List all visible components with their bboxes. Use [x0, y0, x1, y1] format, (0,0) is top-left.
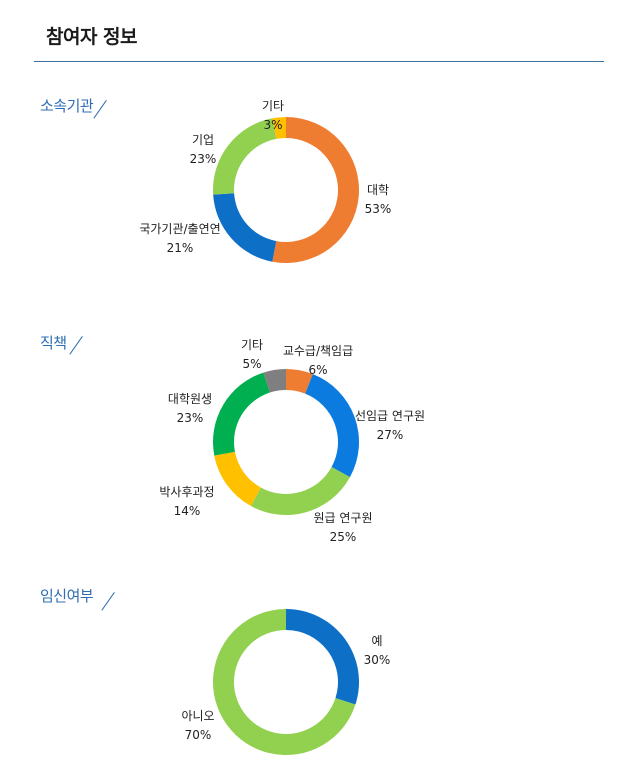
slice-label-2-1: 아니오 [181, 709, 214, 723]
slice-label-1-1: 선임급 연구원 [355, 409, 425, 423]
donut-chart-position: 교수급/책임급 6% 선임급 연구원 27% 원급 연구원 25% 박사후과정 14% 대학원생… [159, 338, 425, 544]
slice-label-0-3: 기타 [262, 99, 284, 113]
donut-slice-2-1 [213, 609, 356, 755]
donut-slice-1-4 [212, 372, 270, 456]
donut-slice-0-1 [213, 193, 277, 262]
donut-slice-2-0 [286, 609, 359, 705]
donut-slice-1-3 [214, 451, 261, 506]
slice-label-0-2: 기업 [192, 133, 214, 147]
donut-chart-pregnancy: 예 30% 아니오 70% [181, 609, 390, 755]
slice-label-1-0: 교수급/책임급 [283, 343, 353, 358]
donut-slice-1-2 [250, 467, 350, 515]
slice-value-2-0: 30% [364, 653, 391, 667]
slice-value-0-1: 21% [167, 241, 194, 255]
donut-slice-0-0 [272, 117, 360, 263]
slice-value-0-2: 23% [190, 152, 217, 166]
slice-value-1-3: 14% [174, 504, 201, 518]
slice-label-0-1: 국가기관/출연연 [139, 222, 220, 236]
slice-label-1-2: 원급 연구원 [313, 511, 372, 525]
title-divider [34, 61, 604, 62]
slice-label-1-4: 대학원생 [168, 392, 212, 406]
section-title-position: 직책 [40, 334, 67, 352]
slice-value-1-2: 25% [330, 530, 357, 544]
page-title: 참여자 정보 [46, 26, 138, 48]
slice-value-1-0: 6% [308, 363, 327, 377]
slice-label-0-0: 대학 [367, 183, 389, 197]
donut-chart-affiliation: 대학 53% 국가기관/출연연 21% 기업 23% 기타 3% [139, 99, 391, 263]
section-title-affiliation: 소속기관 [40, 97, 94, 115]
slice-value-0-3: 3% [263, 118, 282, 132]
donut-slice-0-2 [212, 118, 277, 195]
slice-label-2-0: 예 [371, 634, 382, 648]
donut-slice-0-3 [272, 117, 286, 139]
donut-slice-1-0 [286, 369, 313, 394]
slice-label-1-3: 박사후과정 [159, 485, 214, 499]
donut-slice-1-5 [263, 369, 286, 393]
slice-value-1-4: 23% [177, 411, 204, 425]
slice-value-1-1: 27% [377, 428, 404, 442]
slice-value-2-1: 70% [185, 728, 212, 742]
slice-value-0-0: 53% [365, 202, 392, 216]
section-title-pregnancy: 임신여부 [40, 587, 94, 605]
slice-value-1-5: 5% [242, 357, 261, 371]
slice-label-1-5: 기타 [241, 338, 263, 352]
donut-slice-1-1 [305, 374, 359, 478]
